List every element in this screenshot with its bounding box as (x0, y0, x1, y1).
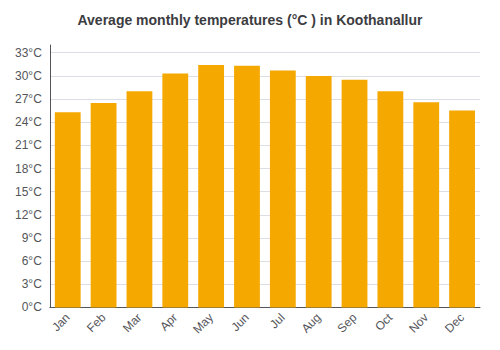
svg-text:Jun: Jun (228, 311, 252, 335)
svg-text:Dec: Dec (442, 311, 467, 336)
svg-text:27°C: 27°C (15, 92, 42, 106)
svg-text:Nov: Nov (406, 311, 431, 336)
svg-text:Apr: Apr (157, 311, 180, 334)
svg-text:Jan: Jan (49, 311, 73, 335)
svg-text:Sep: Sep (334, 310, 359, 335)
svg-text:24°C: 24°C (15, 115, 42, 129)
svg-text:30°C: 30°C (15, 69, 42, 83)
svg-text:Mar: Mar (120, 311, 145, 335)
svg-text:Feb: Feb (84, 310, 109, 335)
svg-text:9°C: 9°C (22, 231, 42, 245)
svg-text:Oct: Oct (372, 310, 396, 334)
svg-text:3°C: 3°C (22, 277, 42, 291)
svg-text:33°C: 33°C (15, 46, 42, 60)
svg-text:May: May (190, 311, 216, 337)
svg-text:Jul: Jul (267, 311, 288, 332)
svg-text:0°C: 0°C (22, 300, 42, 314)
svg-text:18°C: 18°C (15, 162, 42, 176)
svg-text:15°C: 15°C (15, 185, 42, 199)
svg-text:Aug: Aug (299, 311, 324, 336)
svg-text:6°C: 6°C (22, 254, 42, 268)
svg-text:21°C: 21°C (15, 138, 42, 152)
svg-text:Average monthly temperatures (: Average monthly temperatures (°C ) in Ko… (77, 12, 423, 28)
svg-text:12°C: 12°C (15, 208, 42, 222)
